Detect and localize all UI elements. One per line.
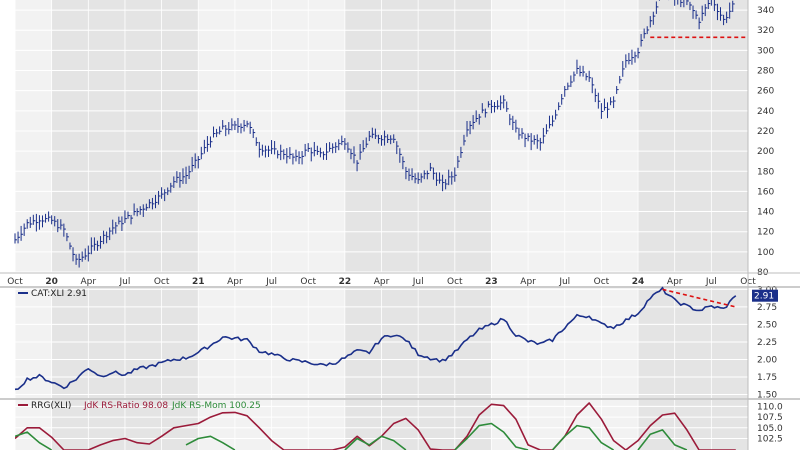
rs-last-value-badge	[752, 289, 778, 302]
rrg-panel-y-tick-label: 107.5	[757, 413, 783, 423]
x-tick-label: 23	[485, 277, 498, 287]
price-panel-y-tick-label: 120	[757, 228, 774, 238]
x-tick-label: Apr	[667, 277, 683, 287]
x-tick-label: Oct	[594, 277, 610, 287]
rs-panel-y-tick-label: 2.75	[757, 303, 777, 313]
price-panel-y-tick-label: 320	[757, 26, 774, 36]
rs-ratio-line	[14, 286, 737, 391]
rrg-panel-y-tick-label: 110.0	[757, 402, 783, 412]
price-panel-y-tick-label: 160	[757, 187, 774, 197]
price-panel-y-tick-label: 340	[757, 6, 774, 16]
rrg-legend-ratio: JdK RS-Ratio 98.08	[83, 401, 168, 411]
x-tick-label: Oct	[447, 277, 463, 287]
price-panel-y-tick-label: 260	[757, 87, 774, 97]
rs-panel-y-tick-label: 2.25	[757, 338, 777, 348]
price-panel-y-tick-label: 100	[757, 248, 774, 258]
price-panel-y-tick-label: 300	[757, 46, 774, 56]
x-tick-label: Apr	[81, 277, 97, 287]
x-tick-label: Jul	[119, 277, 131, 287]
x-tick-label: Oct	[154, 277, 170, 287]
year-band-shade	[638, 400, 748, 450]
rs-momentum-line	[15, 422, 688, 450]
x-tick-label: Jul	[558, 277, 570, 287]
x-tick-label: 21	[192, 277, 205, 287]
price-panel-y-tick-label: 220	[757, 127, 774, 137]
x-tick-label: Jul	[412, 277, 424, 287]
year-band-shade	[638, 0, 748, 272]
price-panel-y-tick-label: 200	[757, 147, 774, 157]
rrg-lines-group	[15, 402, 736, 450]
rrg-panel-y-tick-label: 105.0	[757, 424, 783, 434]
x-tick-label: Apr	[227, 277, 243, 287]
rs-panel-y-tick-label: 1.75	[757, 373, 777, 383]
price-panel-y-tick-label: 180	[757, 167, 774, 177]
price-panel-y-tick-label: 240	[757, 107, 774, 117]
x-tick-label: 20	[45, 277, 58, 287]
x-tick-label: Oct	[300, 277, 316, 287]
rs-trendline	[662, 288, 736, 308]
price-panel-y-tick-label: 140	[757, 208, 774, 218]
x-tick-label: 22	[339, 277, 352, 287]
x-tick-label: Apr	[374, 277, 390, 287]
x-tick-label: Oct	[7, 277, 23, 287]
price-panel-y-tick-label: 280	[757, 67, 774, 77]
rrg-legend-momentum: JdK RS-Mom 100.25	[171, 401, 261, 411]
rrg-legend-prefix: RRG(XLI)	[31, 401, 71, 411]
x-tick-label: 24	[632, 277, 645, 287]
x-tick-label: Apr	[520, 277, 536, 287]
rs-legend-label: CAT:XLI 2.91	[31, 289, 87, 299]
year-band-shade	[638, 288, 748, 398]
rs-panel-y-tick-label: 1.50	[757, 390, 777, 400]
x-tick-label: Jul	[265, 277, 277, 287]
rs-panel-y-tick-label: 2.00	[757, 355, 777, 365]
rs-last-value: 2.91	[754, 292, 774, 302]
price-bars-group	[14, 0, 735, 268]
x-tick-label: Jul	[705, 277, 717, 287]
rrg-panel-y-tick-label: 102.5	[757, 434, 783, 444]
rs-panel-y-tick-label: 2.50	[757, 320, 777, 330]
